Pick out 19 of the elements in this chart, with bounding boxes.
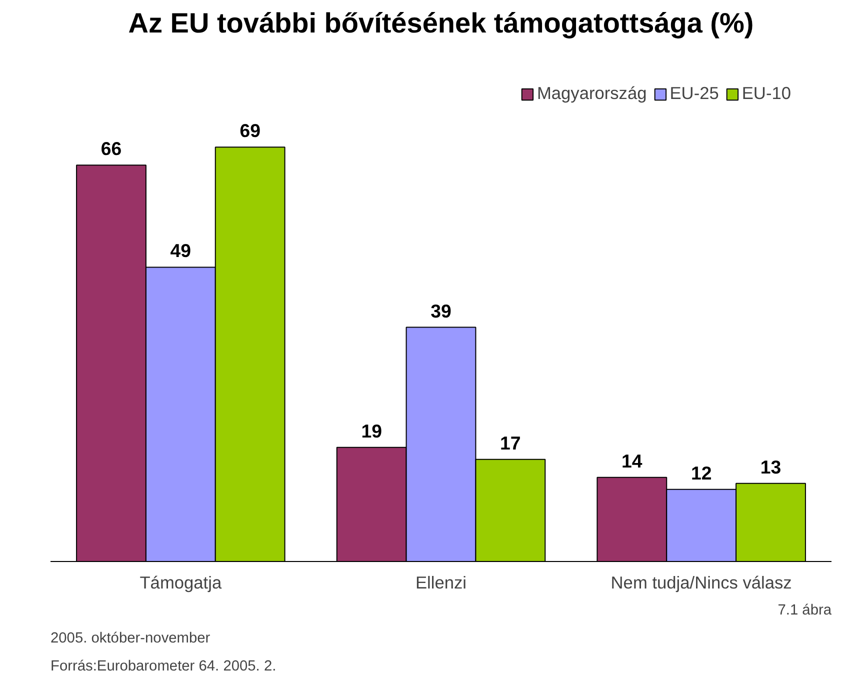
x-tick-label: Támogatja <box>140 572 222 592</box>
data-label: 69 <box>240 120 260 142</box>
x-tick-label: Nem tudja/Nincs válasz <box>610 572 792 592</box>
text: 7.1 ábra <box>778 602 832 618</box>
text: Forrás:Eurobarometer 64. 2005. 2. <box>50 658 276 674</box>
data-label: 19 <box>361 420 382 442</box>
legend-label: EU-10 <box>742 83 791 104</box>
data-label: 17 <box>500 432 521 454</box>
text: 2005. október-november <box>50 630 210 646</box>
data-label: 66 <box>100 138 122 160</box>
legend-label: Magyarország <box>536 83 647 104</box>
data-label: 12 <box>690 462 712 484</box>
data-label: 49 <box>170 240 192 262</box>
chart-title: Az EU további bővítésének támogatottsága (%) <box>128 8 754 38</box>
data-label: 39 <box>430 300 452 322</box>
legend-label: EU-25 <box>670 83 719 104</box>
x-tick-label: Ellenzi <box>415 572 467 592</box>
data-label: 13 <box>760 456 782 478</box>
data-label: 14 <box>622 450 643 472</box>
